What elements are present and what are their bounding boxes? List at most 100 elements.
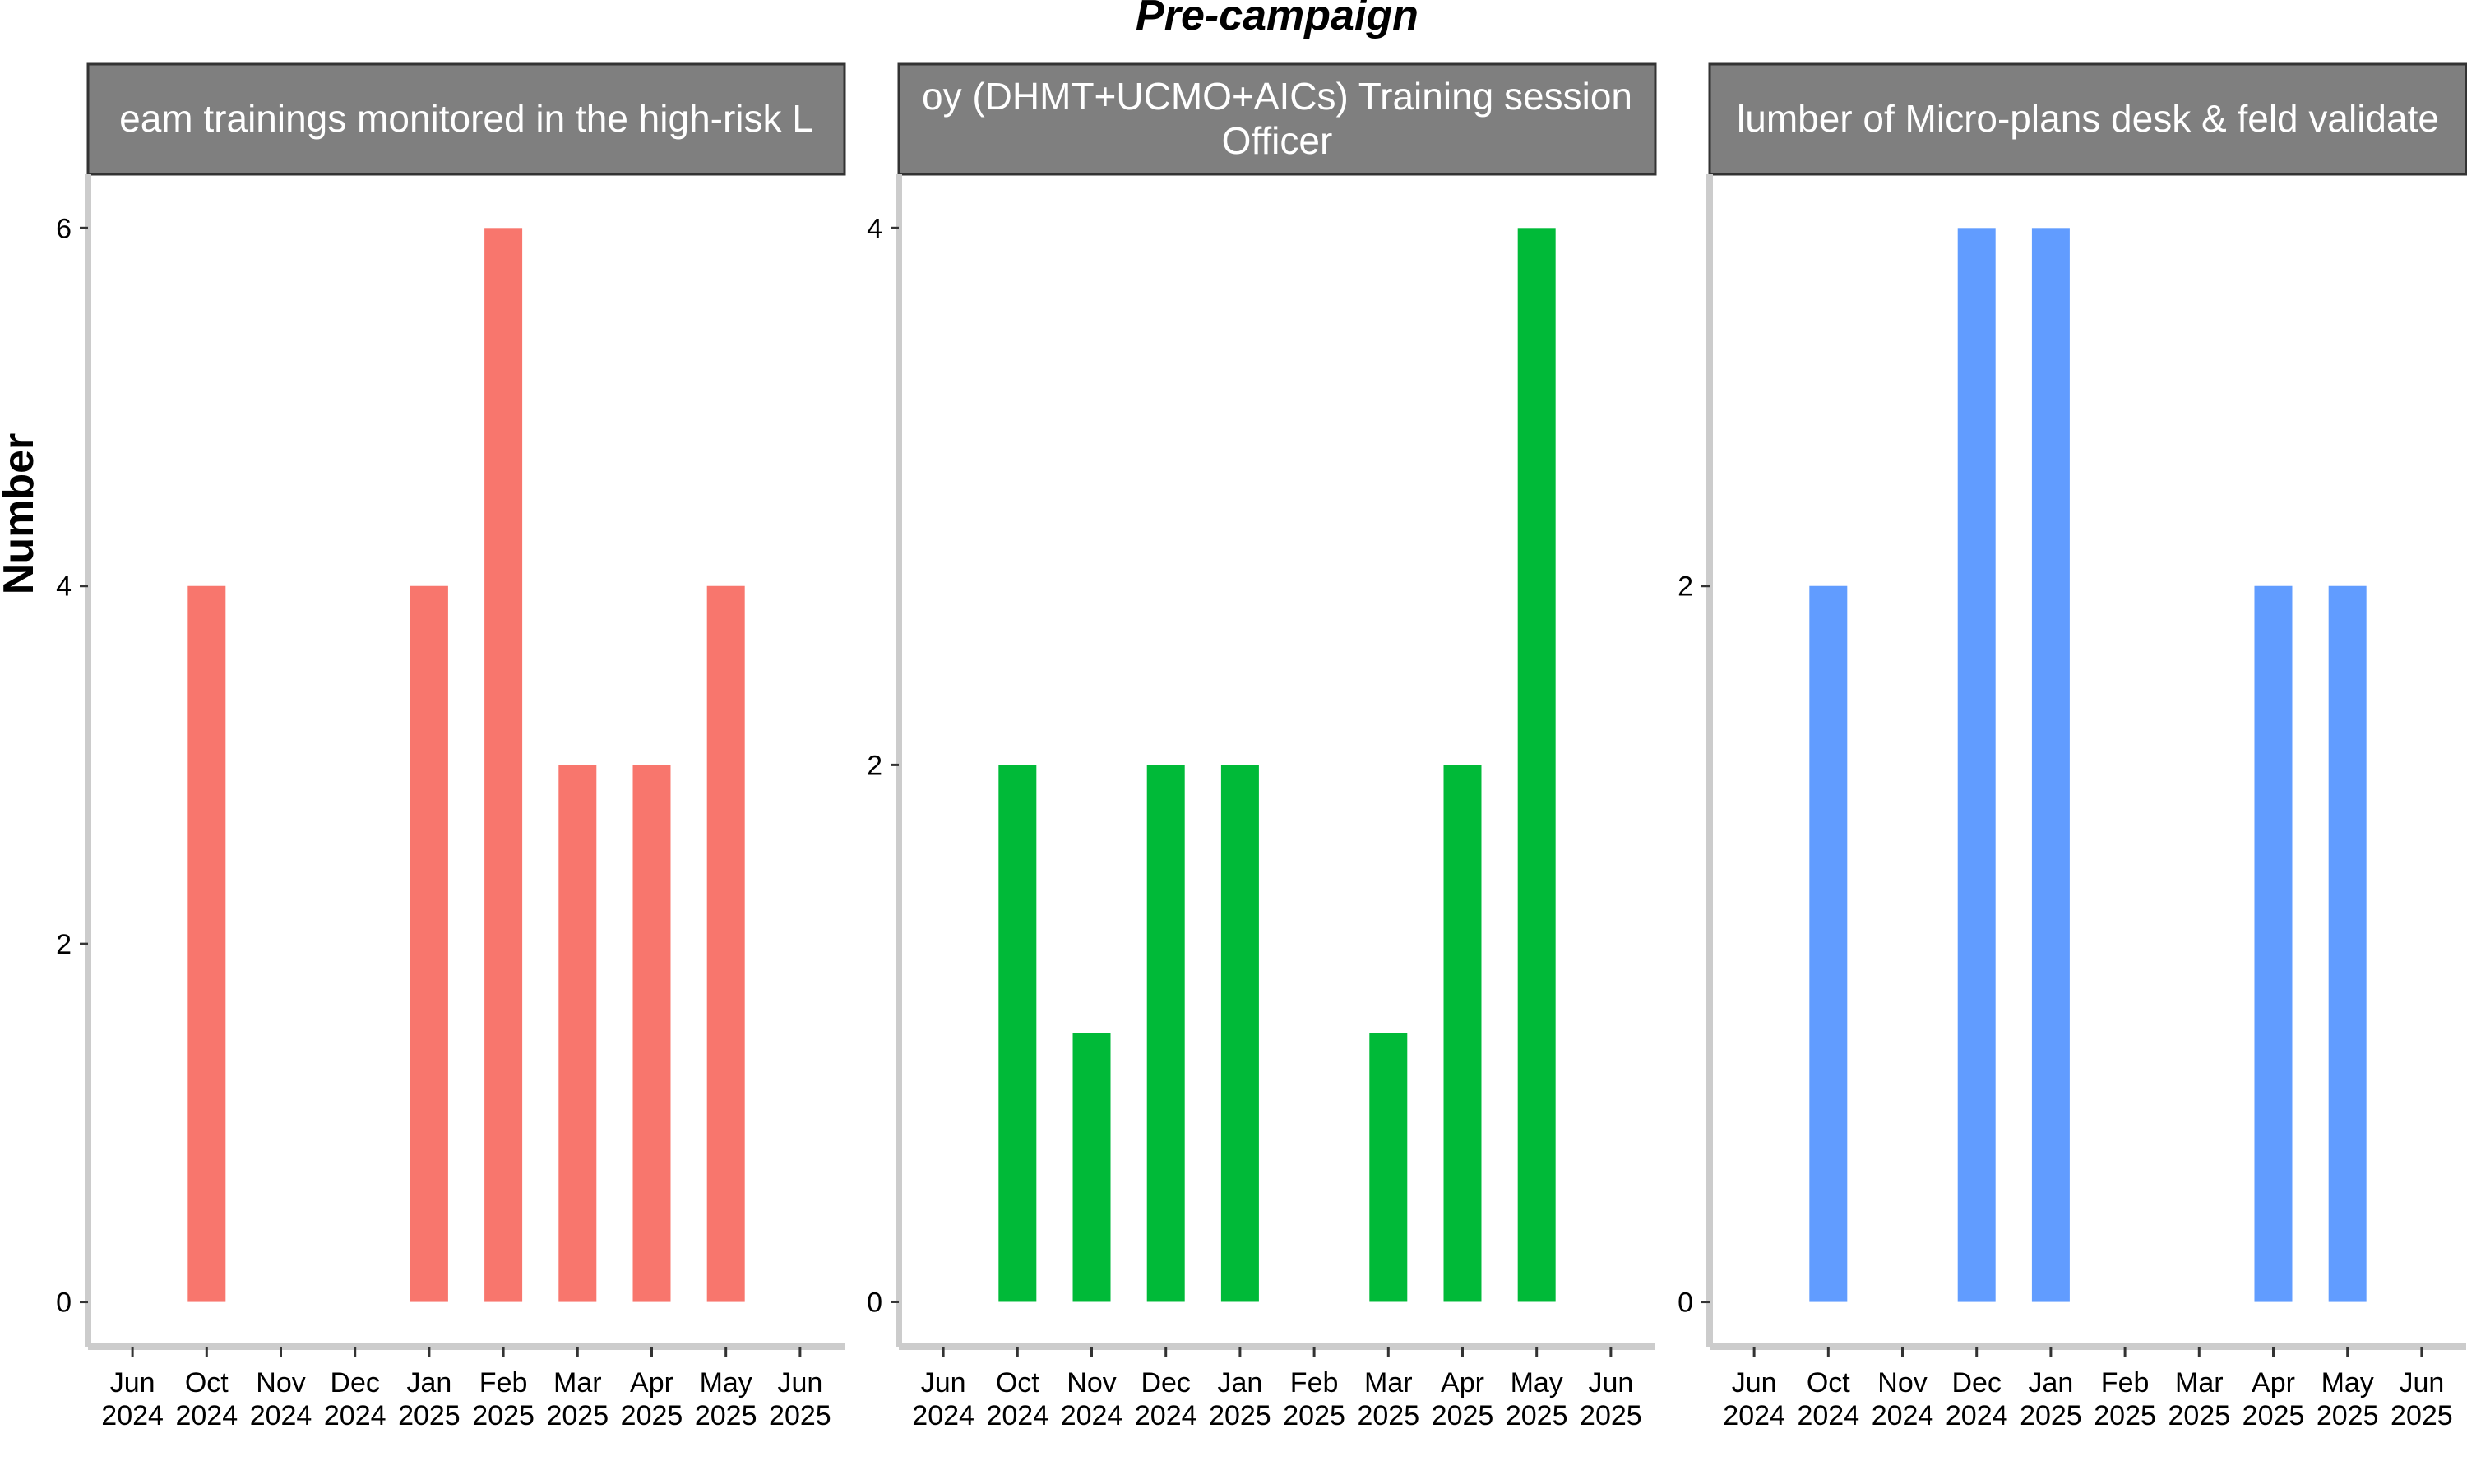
bar [998,765,1037,1302]
x-tick-label-month: Jan [406,1367,451,1398]
facet-strip-label: oy (DHMT+UCMO+AICs) Training session [922,75,1632,118]
x-tick-label-month: Dec [330,1367,379,1398]
x-tick-label-year: 2024 [1135,1400,1197,1431]
bar [2031,228,2070,1302]
x-tick-label-month: Dec [1141,1367,1190,1398]
x-tick-label-month: Feb [2101,1367,2150,1398]
bar [2254,585,2293,1302]
panel-1: eam trainings monitored in the high-risk… [56,62,846,1431]
x-tick-label-month: Jun [777,1367,822,1398]
bar [2328,585,2367,1302]
x-tick-label-year: 2025 [2094,1400,2156,1431]
x-tick-label-month: Jun [1588,1367,1633,1398]
x-tick-label-year: 2025 [1209,1400,1271,1431]
x-tick-label-year: 2024 [1872,1400,1934,1431]
x-tick-label-month: Oct [996,1367,1039,1398]
x-tick-label-year: 2024 [175,1400,238,1431]
bar [1369,1033,1408,1302]
y-tick-label: 0 [56,1288,72,1319]
x-tick-label-year: 2025 [1432,1400,1494,1431]
x-tick-label-month: Nov [1067,1367,1116,1398]
facet-strip [86,62,846,176]
x-tick-label-year: 2024 [1723,1400,1785,1431]
x-tick-label-month: Jun [110,1367,155,1398]
x-tick-label-month: Jun [1732,1367,1777,1398]
panel-2: oy (DHMT+UCMO+AICs) Training sessionOffi… [867,62,1657,1431]
x-tick-label-year: 2025 [2317,1400,2379,1431]
x-tick-label-month: Oct [1807,1367,1850,1398]
x-tick-label-month: Feb [1290,1367,1339,1398]
y-tick-label: 4 [56,571,72,603]
x-tick-label-month: Jan [1217,1367,1262,1398]
bar [410,585,448,1302]
y-tick-label: 0 [1678,1288,1693,1319]
bar [484,228,523,1302]
y-tick-label: 2 [1678,571,1693,603]
bar [1517,228,1556,1302]
x-tick-label-year: 2024 [1797,1400,1859,1431]
x-tick-label-year: 2025 [2243,1400,2305,1431]
x-tick-label-month: Mar [1364,1367,1413,1398]
x-tick-label-month: Jun [921,1367,966,1398]
x-tick-label-month: Mar [553,1367,602,1398]
bar [187,585,226,1302]
x-tick-label-month: Apr [1441,1367,1484,1398]
x-tick-label-year: 2024 [912,1400,974,1431]
panels: eam trainings monitored in the high-risk… [56,62,2467,1431]
x-tick-label-month: May [2321,1367,2374,1398]
x-tick-label-year: 2025 [1506,1400,1568,1431]
y-axis-label: Number [0,433,43,594]
bar [1146,765,1185,1302]
x-tick-label-month: Nov [1877,1367,1927,1398]
y-tick-label: 2 [56,929,72,960]
x-tick-label-month: Apr [2252,1367,2295,1398]
facet-strip [897,62,1657,176]
x-tick-label-month: May [1511,1367,1563,1398]
bar [1809,585,1848,1302]
x-tick-label-year: 2025 [472,1400,535,1431]
x-tick-label-month: Nov [256,1367,305,1398]
x-tick-label-year: 2025 [769,1400,831,1431]
x-tick-label-month: Jan [2028,1367,2073,1398]
x-tick-label-month: Apr [630,1367,673,1398]
bar [1957,228,1996,1302]
x-tick-label-year: 2025 [1580,1400,1642,1431]
bar [632,765,671,1302]
x-tick-label-year: 2024 [324,1400,386,1431]
x-tick-label-year: 2024 [101,1400,164,1431]
y-tick-label: 2 [867,750,882,781]
bar [706,585,745,1302]
facet-strip-label: lumber of Micro-plans desk & feld valida… [1737,97,2439,140]
x-tick-label-year: 2025 [621,1400,683,1431]
x-tick-label-year: 2025 [1283,1400,1345,1431]
chart-title: Pre-campaign [1136,0,1419,39]
x-tick-label-month: Feb [479,1367,528,1398]
x-tick-label-month: May [700,1367,752,1398]
x-tick-label-year: 2025 [398,1400,461,1431]
x-tick-label-year: 2024 [1946,1400,2008,1431]
panel-3: lumber of Micro-plans desk & feld valida… [1678,62,2467,1431]
x-tick-label-year: 2025 [2020,1400,2082,1431]
bar [558,765,597,1302]
facet-strip [1708,62,2467,176]
x-tick-label-year: 2025 [1357,1400,1419,1431]
bar [1220,765,1259,1302]
bar [1443,765,1482,1302]
bar [1072,1033,1111,1302]
x-tick-label-year: 2025 [695,1400,757,1431]
x-tick-label-year: 2025 [2391,1400,2453,1431]
x-tick-label-year: 2024 [1061,1400,1123,1431]
x-tick-label-month: Mar [2175,1367,2224,1398]
facet-strip-label: eam trainings monitored in the high-risk… [119,97,813,140]
x-tick-label-month: Jun [2399,1367,2444,1398]
x-tick-label-month: Dec [1951,1367,2001,1398]
y-tick-label: 0 [867,1287,882,1318]
x-tick-label-year: 2024 [250,1400,312,1431]
y-tick-label: 6 [56,213,72,244]
x-tick-label-year: 2025 [2168,1400,2230,1431]
x-tick-label-month: Oct [185,1367,229,1398]
x-tick-label-year: 2025 [546,1400,609,1431]
facet-strip-label: Officer [1222,119,1333,162]
